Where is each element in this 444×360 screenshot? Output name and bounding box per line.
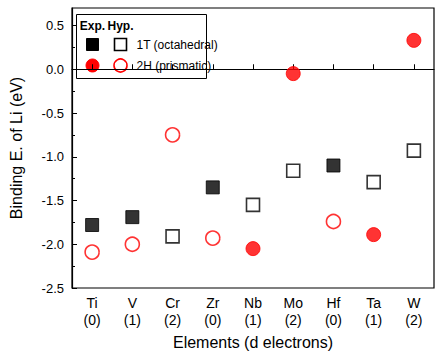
svg-text:2H (prismatic): 2H (prismatic) [137, 59, 212, 73]
svg-text:1T (octahedral): 1T (octahedral) [137, 38, 218, 52]
svg-text:Elements (d electrons): Elements (d electrons) [173, 334, 333, 351]
svg-text:-1.5: -1.5 [42, 193, 64, 208]
svg-text:(2): (2) [285, 312, 302, 328]
svg-text:Ti: Ti [87, 295, 98, 311]
svg-text:Hyp.: Hyp. [107, 19, 133, 33]
svg-text:Nb: Nb [244, 295, 262, 311]
svg-text:(0): (0) [84, 312, 101, 328]
svg-text:(1): (1) [365, 312, 382, 328]
svg-text:-1.0: -1.0 [42, 149, 64, 164]
svg-text:Exp.: Exp. [80, 19, 105, 33]
svg-text:-0.5: -0.5 [42, 106, 64, 121]
svg-text:W: W [407, 295, 421, 311]
svg-text:Mo: Mo [283, 295, 303, 311]
svg-text:-2.0: -2.0 [42, 237, 64, 252]
svg-text:Zr: Zr [206, 295, 220, 311]
svg-text:0.0: 0.0 [46, 62, 64, 77]
svg-text:(0): (0) [325, 312, 342, 328]
svg-text:Binding E. of Li (eV): Binding E. of Li (eV) [8, 77, 25, 219]
svg-text:(0): (0) [204, 312, 221, 328]
svg-text:V: V [128, 295, 138, 311]
svg-text:Ta: Ta [366, 295, 381, 311]
svg-text:(2): (2) [405, 312, 422, 328]
svg-text:0.5: 0.5 [46, 18, 64, 33]
svg-text:Cr: Cr [165, 295, 180, 311]
svg-text:(1): (1) [124, 312, 141, 328]
svg-text:(2): (2) [164, 312, 181, 328]
svg-text:Hf: Hf [326, 295, 340, 311]
svg-text:(1): (1) [244, 312, 261, 328]
svg-text:-2.5: -2.5 [42, 281, 64, 296]
